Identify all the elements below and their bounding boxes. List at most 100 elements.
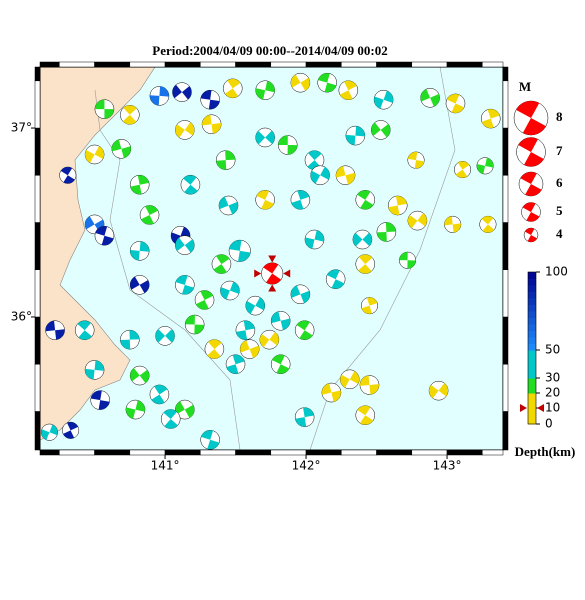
focal-mechanism (255, 127, 275, 148)
focal-mechanism (120, 329, 140, 350)
main-event-marker (283, 269, 291, 278)
legend-label: 4 (556, 226, 563, 241)
frame-bar (235, 449, 272, 456)
ball-quadrants (207, 339, 222, 359)
depth-band (528, 304, 536, 312)
focal-mechanism (255, 190, 275, 210)
frame-bar (34, 80, 41, 129)
focal-mechanism (211, 254, 232, 274)
ball-quadrants (175, 122, 195, 138)
ball-quadrants (60, 167, 75, 184)
ball-quadrants (220, 281, 240, 300)
ball-quadrants (125, 400, 145, 419)
frame-bar (94, 61, 131, 68)
focal-mechanism (228, 239, 251, 262)
frame-bar (502, 363, 509, 412)
frame-bar (305, 449, 342, 456)
focal-mechanism (200, 430, 220, 450)
frame-bar (59, 61, 95, 68)
focal-mechanism (245, 295, 266, 316)
ball-quadrants (376, 222, 396, 242)
frame-bar (482, 449, 504, 456)
ball-quadrants (481, 216, 495, 233)
lat-tick-label: 36° (11, 309, 32, 323)
frame-bar (446, 61, 483, 68)
ball-quadrants (149, 86, 169, 106)
ball-quadrants (305, 230, 324, 249)
frame-bar (305, 61, 342, 68)
frame-bar (482, 61, 504, 68)
ball-quadrants (141, 205, 159, 225)
ball-quadrants (371, 122, 391, 138)
focal-mechanism (339, 369, 360, 390)
depth-band (528, 330, 536, 338)
focal-mechanism (175, 235, 195, 255)
depth-tick-label: 50 (545, 343, 560, 357)
frame-bar (59, 449, 95, 456)
ball-quadrants (183, 175, 198, 195)
ball-quadrants (307, 150, 322, 170)
ball-quadrants (263, 262, 282, 285)
ball-quadrants (155, 329, 175, 343)
ball-quadrants (358, 254, 373, 274)
depth-tick-label: 10 (545, 401, 560, 415)
focal-mechanism (194, 290, 215, 310)
frame-bar (164, 449, 201, 456)
frame-bar (34, 363, 41, 412)
frame-bar (270, 61, 307, 68)
title: Period:2004/04/09 00:00--2014/04/09 00:0… (152, 43, 387, 58)
frame-bar (235, 61, 272, 68)
focal-mechanism (355, 405, 376, 425)
frame-bar (502, 80, 509, 129)
legend-ball (523, 227, 539, 243)
focal-mechanism (373, 89, 394, 110)
frame-bar (34, 222, 41, 270)
focal-mechanism (317, 72, 337, 93)
ball-quadrants (85, 146, 105, 163)
lon-tick-label: 142° (292, 459, 321, 473)
depth-band (528, 393, 536, 409)
focal-mechanism (294, 320, 315, 340)
depth-tick-label: 30 (545, 371, 560, 385)
frame-bar (34, 127, 41, 176)
frame-bar (129, 449, 166, 456)
ball-quadrants (63, 422, 79, 439)
main-event-marker (254, 269, 262, 278)
lon-tick-label: 141° (151, 459, 180, 473)
ball-quadrants (399, 252, 416, 269)
ball-quadrants (259, 332, 279, 348)
frame-bar (200, 61, 236, 68)
frame-bar (502, 316, 509, 365)
focal-mechanism (84, 360, 105, 380)
legend-ball (516, 137, 546, 167)
legend-label: 6 (556, 175, 563, 190)
ball-quadrants (236, 320, 255, 340)
focal-mechanism (222, 78, 243, 99)
depth-band (528, 350, 536, 379)
focal-mechanism (290, 72, 311, 93)
focal-mechanism (129, 241, 150, 261)
depth-band (528, 317, 536, 325)
focal-mechanism (45, 320, 65, 340)
ball-quadrants (201, 430, 220, 450)
ball-quadrants (336, 166, 356, 185)
focal-mechanism (175, 120, 195, 140)
ball-quadrants (95, 226, 114, 246)
focal-mechanism (355, 190, 376, 210)
focal-mechanism (310, 165, 330, 186)
focal-mechanism (371, 120, 391, 140)
ball-quadrants (130, 367, 150, 384)
focal-mechanism (294, 407, 315, 427)
depth-marker (520, 404, 527, 412)
ball-quadrants (175, 401, 195, 418)
ball-quadrants (90, 390, 110, 410)
focal-mechanism (444, 215, 462, 233)
focal-mechanism (325, 269, 346, 289)
ball-quadrants (41, 424, 58, 440)
focal-mechanism (259, 329, 280, 350)
lat-tick-label: 37° (11, 121, 32, 135)
focal-mechanism (129, 365, 150, 386)
focal-mechanism (270, 311, 291, 331)
